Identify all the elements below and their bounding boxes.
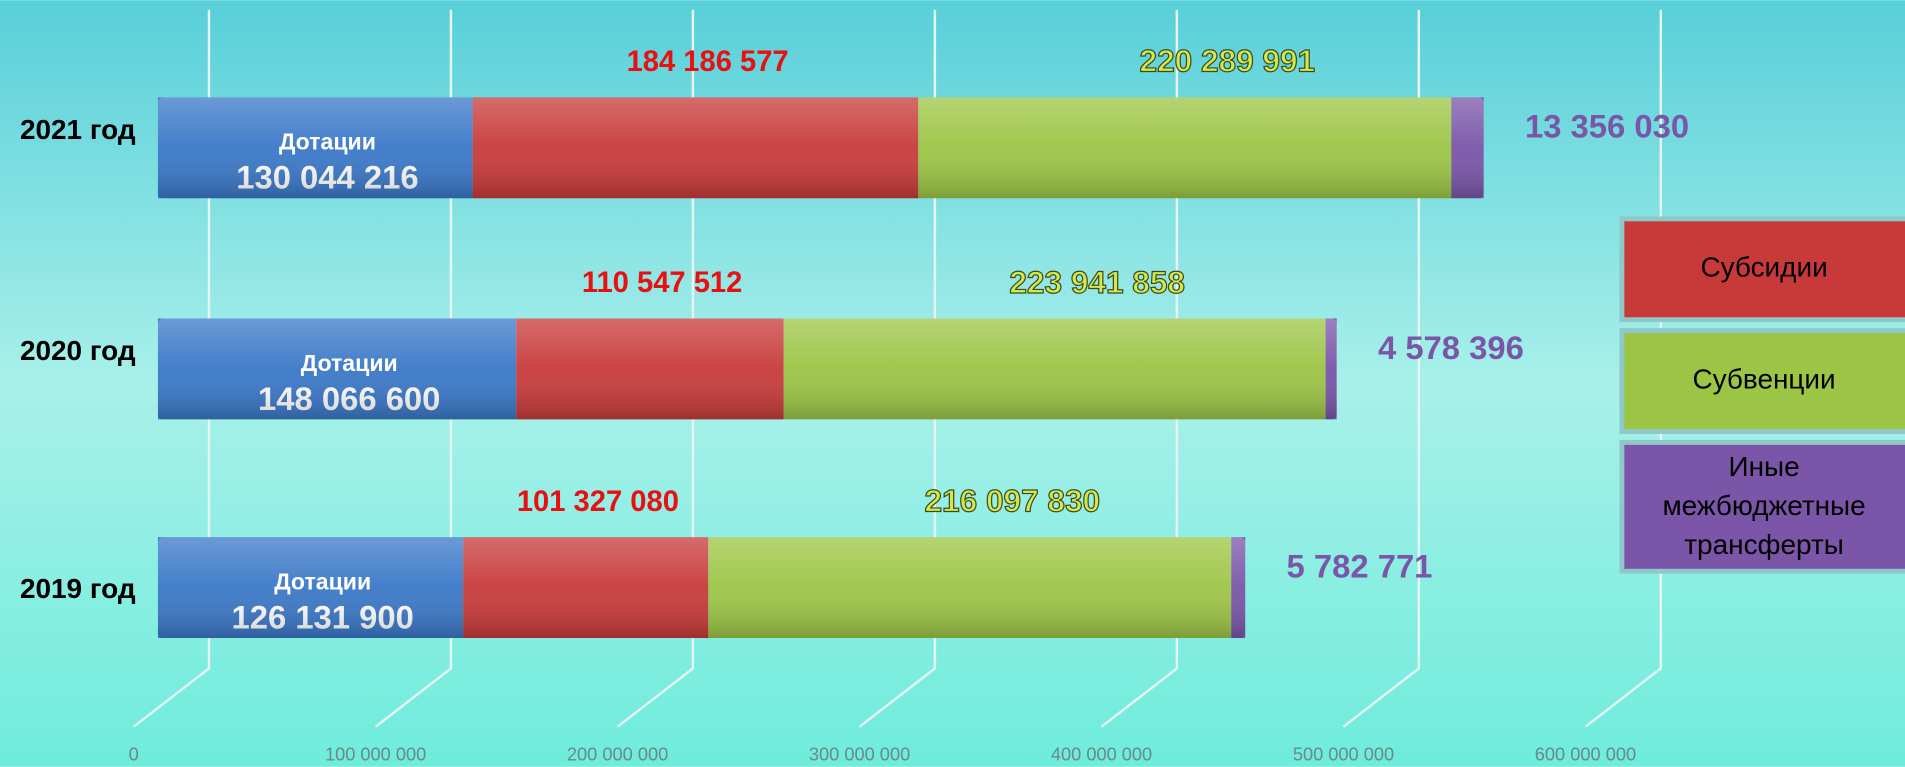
value-label: 184 186 577 [627, 46, 789, 78]
x-tick-label: 500 000 000 [1293, 745, 1394, 765]
legend-swatch [1619, 216, 1905, 323]
x-tick-label: 100 000 000 [325, 745, 426, 765]
legend-swatch [1619, 328, 1905, 434]
bar-shine [157, 537, 1246, 639]
value-label: 220 289 991 [1140, 43, 1316, 79]
value-label: 5 782 771 [1287, 547, 1433, 584]
x-tick-label: 600 000 000 [1535, 745, 1636, 765]
value-label: 13 356 030 [1525, 108, 1689, 145]
legend-label: Субсидии [1700, 252, 1827, 283]
grid-line [1342, 9, 1421, 728]
grid-line [858, 9, 937, 728]
category-label: 2019 год [20, 573, 136, 604]
x-tick-label: 300 000 000 [809, 745, 910, 765]
value-label: 223 941 858 [1009, 264, 1185, 300]
legend-label: Субвенции [1692, 363, 1835, 394]
value-label: 216 097 830 [924, 483, 1100, 519]
bar-shine [157, 318, 1337, 420]
grid-line [1100, 9, 1179, 728]
grid-line [132, 9, 211, 728]
legend-swatch [1619, 439, 1905, 574]
value-label: 110 547 512 [582, 267, 742, 299]
category-label: 2021 год [20, 114, 136, 145]
grid-line [616, 9, 695, 728]
legend-label: Иные межбюджетные трансферты [1662, 452, 1865, 561]
bar-shine [157, 97, 1484, 199]
category-label: 2020 год [20, 335, 136, 366]
x-tick-label: 200 000 000 [567, 745, 668, 765]
value-label: 101 327 080 [517, 486, 679, 518]
grid-line [374, 9, 453, 728]
x-tick-label: 400 000 000 [1051, 745, 1152, 765]
x-tick-label: 0 [129, 745, 139, 765]
value-label: 4 578 396 [1378, 329, 1524, 366]
